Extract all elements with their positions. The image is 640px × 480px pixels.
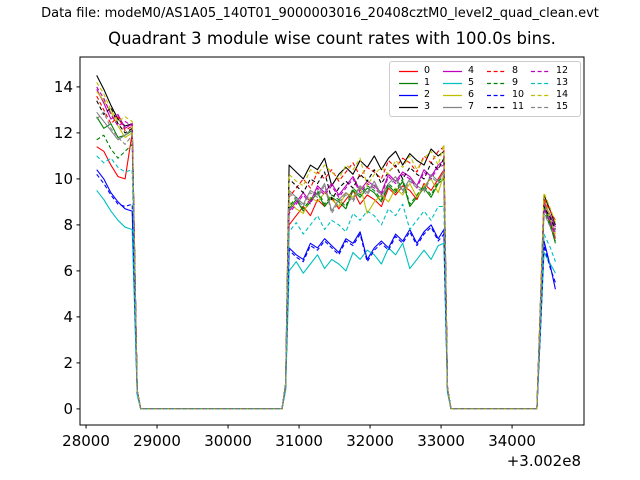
- x-axis-tick-label: 30000: [204, 432, 252, 450]
- x-axis-tick-label: 34000: [488, 432, 536, 450]
- legend-label-8: 8: [512, 65, 519, 77]
- series-lines: [96, 75, 556, 410]
- legend-line-sample-0: [399, 70, 418, 72]
- legend-column: 8 9 10 11: [486, 65, 530, 113]
- legend-label-11: 11: [512, 101, 525, 113]
- legend-label-12: 12: [556, 65, 569, 77]
- y-axis-tick-label: 8: [63, 216, 73, 234]
- legend-label-1: 1: [424, 77, 431, 89]
- legend-label-7: 7: [468, 101, 475, 113]
- series-line-12: [96, 86, 556, 410]
- x-axis-tick-label: 33000: [417, 432, 465, 450]
- x-axis-tick-label: 31000: [275, 432, 323, 450]
- legend-item-12: 12: [530, 65, 574, 77]
- y-axis-tick-label: 2: [63, 354, 73, 372]
- legend-line-sample-4: [443, 70, 462, 72]
- legend-line-sample-5: [443, 82, 462, 84]
- x-axis-tick-label: 32000: [346, 432, 394, 450]
- legend-label-4: 4: [468, 65, 475, 77]
- x-axis-tick-label: 29000: [133, 432, 181, 450]
- series-line-14: [96, 82, 556, 410]
- legend-label-14: 14: [556, 89, 569, 101]
- legend-line-sample-12: [531, 70, 550, 72]
- legend-line-sample-3: [399, 106, 418, 108]
- series-line-10: [96, 173, 556, 410]
- series-line-11: [96, 100, 556, 410]
- legend-label-10: 10: [512, 89, 525, 101]
- legend-label-9: 9: [512, 77, 519, 89]
- legend-label-3: 3: [424, 101, 431, 113]
- y-axis-tick-label: 12: [54, 124, 73, 142]
- x-axis-offset-label: +3.002e8: [507, 452, 581, 470]
- legend-item-8: 8: [486, 65, 530, 77]
- legend-column: 12 13 14 15: [530, 65, 574, 113]
- legend-item-1: 1: [398, 77, 442, 89]
- y-axis-tick-label: 6: [63, 262, 73, 280]
- legend-item-15: 15: [530, 101, 574, 113]
- legend-line-sample-8: [487, 70, 506, 72]
- legend-label-5: 5: [468, 77, 475, 89]
- legend-item-10: 10: [486, 89, 530, 101]
- y-axis-tick-label: 4: [63, 308, 73, 326]
- legend-line-sample-9: [487, 82, 506, 84]
- y-axis-tick-label: 0: [63, 400, 73, 418]
- legend-item-9: 9: [486, 77, 530, 89]
- legend-item-3: 3: [398, 101, 442, 113]
- legend-item-4: 4: [442, 65, 486, 77]
- legend-line-sample-14: [531, 94, 550, 96]
- legend-item-5: 5: [442, 77, 486, 89]
- legend-label-6: 6: [468, 89, 475, 101]
- plot-border: [79, 56, 585, 426]
- legend-label-0: 0: [424, 65, 431, 77]
- y-axis-tick-label: 10: [54, 170, 73, 188]
- legend-line-sample-6: [443, 94, 462, 96]
- legend-item-11: 11: [486, 101, 530, 113]
- x-axis-tick-label: 28000: [62, 432, 110, 450]
- legend-item-0: 0: [398, 65, 442, 77]
- legend-label-2: 2: [424, 89, 431, 101]
- legend-line-sample-2: [399, 94, 418, 96]
- legend-box: 0 1 2 3 4 5 6 7 8 9 10 11 12 13 14 15: [389, 61, 581, 117]
- series-line-2: [96, 169, 556, 410]
- legend-line-sample-1: [399, 82, 418, 84]
- series-line-4: [96, 88, 556, 410]
- chart-title: Quadrant 3 module wise count rates with …: [108, 29, 556, 48]
- legend-line-sample-11: [487, 106, 506, 108]
- legend-item-2: 2: [398, 89, 442, 101]
- series-line-7: [96, 111, 556, 410]
- legend-label-15: 15: [556, 101, 569, 113]
- series-line-1: [96, 116, 556, 410]
- legend-line-sample-13: [531, 82, 550, 84]
- legend-line-sample-7: [443, 106, 462, 108]
- legend-line-sample-10: [487, 94, 506, 96]
- series-line-5: [96, 190, 556, 410]
- legend-item-7: 7: [442, 101, 486, 113]
- legend-item-13: 13: [530, 77, 574, 89]
- series-line-0: [96, 132, 556, 410]
- legend-label-13: 13: [556, 77, 569, 89]
- legend-line-sample-15: [531, 106, 550, 108]
- series-line-6: [96, 91, 556, 410]
- series-line-8: [96, 95, 556, 410]
- legend-item-14: 14: [530, 89, 574, 101]
- data-file-label: Data file: modeM0/AS1A05_140T01_90000030…: [41, 6, 599, 21]
- series-line-15: [96, 111, 556, 410]
- y-axis-tick-label: 14: [54, 78, 73, 96]
- legend-item-6: 6: [442, 89, 486, 101]
